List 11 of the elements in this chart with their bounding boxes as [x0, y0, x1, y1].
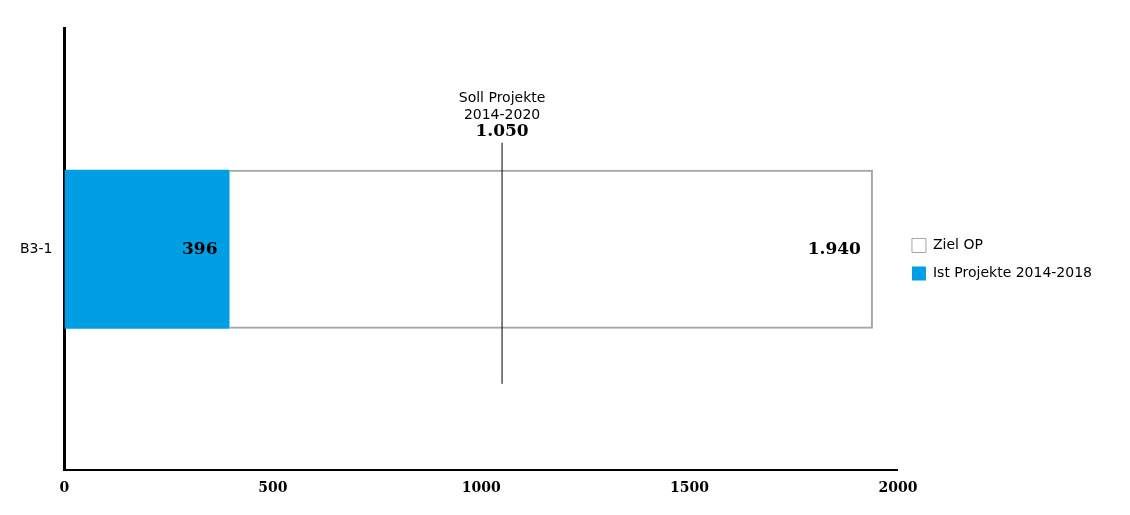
x-tick-label: 1000 [461, 479, 501, 496]
x-tick-label: 2000 [878, 479, 918, 496]
legend-label: Ist Projekte 2014-2018 [932, 264, 1092, 281]
total-label: 1.940 [807, 237, 862, 258]
x-tick-label: 1500 [670, 479, 710, 496]
legend-label: Ziel OP [932, 236, 983, 253]
x-tick-label: 0 [59, 479, 70, 496]
x-tick-label: 500 [258, 479, 288, 496]
y-tick-label: B3-1 [19, 239, 53, 256]
data-label: 396 [182, 237, 218, 258]
ref-line-label: Soll Projekte 2014-2020 1.050 [458, 88, 546, 140]
